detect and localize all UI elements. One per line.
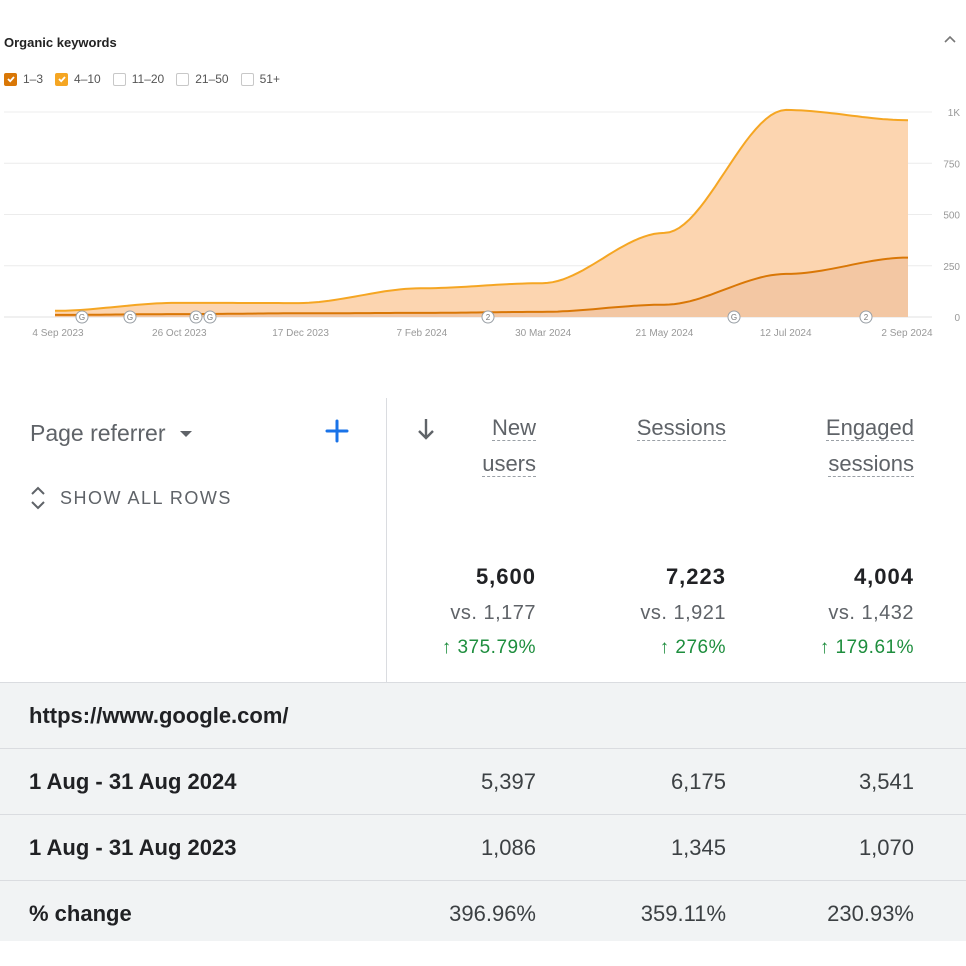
svg-text:2: 2 bbox=[486, 313, 491, 322]
annotation-marker[interactable]: G bbox=[75, 310, 89, 324]
column-header-engaged-sessions[interactable]: Engaged sessions bbox=[825, 415, 914, 477]
x-tick-label: 26 Oct 2023 bbox=[152, 328, 207, 339]
annotation-marker[interactable]: G bbox=[189, 310, 203, 324]
engaged-sessions-summary: 4,004 vs. 1,432 ↑ 179.61% bbox=[819, 564, 914, 658]
y-tick-label: 500 bbox=[943, 211, 960, 222]
add-dimension-button[interactable] bbox=[322, 416, 352, 446]
caret-down-icon bbox=[179, 430, 192, 437]
x-tick-label: 2 Sep 2024 bbox=[881, 328, 933, 339]
legend-checkbox[interactable] bbox=[112, 72, 126, 86]
x-tick-label: 21 May 2024 bbox=[636, 328, 694, 339]
plus-icon bbox=[325, 419, 349, 443]
legend-item-51-plus[interactable]: 51+ bbox=[240, 72, 280, 86]
sessions-summary: 7,223 vs. 1,921 ↑ 276% bbox=[640, 564, 726, 658]
table-row: 1 Aug - 31 Aug 2024 5,397 6,175 3,541 bbox=[0, 748, 966, 814]
area-series-1-3 bbox=[55, 257, 908, 317]
new-users-summary: 5,600 vs. 1,177 ↑ 375.79% bbox=[441, 564, 536, 658]
legend-checkbox[interactable] bbox=[176, 72, 190, 86]
legend-checkbox[interactable] bbox=[240, 72, 254, 86]
change-up-value: ↑ 179.61% bbox=[819, 637, 914, 658]
dimension-label: Page referrer bbox=[30, 420, 166, 446]
chart-title: Organic keywords bbox=[4, 35, 117, 50]
legend-item-1-3[interactable]: 1–3 bbox=[4, 72, 43, 86]
svg-text:G: G bbox=[79, 313, 85, 322]
y-tick-label: 0 bbox=[954, 313, 960, 324]
legend-label: 51+ bbox=[259, 72, 280, 86]
x-tick-label: 4 Sep 2023 bbox=[32, 328, 84, 339]
y-tick-label: 250 bbox=[943, 262, 960, 273]
show-all-rows-label: SHOW ALL ROWS bbox=[60, 487, 232, 508]
legend-label: 1–3 bbox=[23, 72, 44, 86]
table-row: % change 396.96% 359.11% 230.93% bbox=[0, 880, 966, 941]
column-header-sessions[interactable]: Sessions bbox=[636, 415, 726, 441]
svg-text:G: G bbox=[207, 313, 213, 322]
table-row: 1 Aug - 31 Aug 2023 1,086 1,345 1,070 bbox=[0, 814, 966, 880]
legend-label: 21–50 bbox=[195, 72, 229, 86]
legend-item-4-10[interactable]: 4–10 bbox=[55, 72, 101, 86]
annotation-marker[interactable]: G bbox=[203, 310, 217, 324]
chart-legend: 1–3 4–10 11–20 21–50 51+ bbox=[4, 72, 292, 86]
dimension-picker[interactable]: Page referrer bbox=[30, 420, 192, 447]
legend-item-11-20[interactable]: 11–20 bbox=[112, 72, 165, 86]
organic-keywords-panel: Organic keywords 1–3 4–10 11–20 21–50 51… bbox=[0, 0, 966, 350]
legend-label: 11–20 bbox=[131, 72, 165, 86]
svg-text:G: G bbox=[193, 313, 199, 322]
svg-text:G: G bbox=[731, 313, 737, 322]
legend-item-21-50[interactable]: 21–50 bbox=[176, 72, 229, 86]
annotation-marker[interactable]: 2 bbox=[859, 310, 873, 324]
annotation-marker[interactable]: G bbox=[123, 310, 137, 324]
table-row: https://www.google.com/ bbox=[0, 682, 966, 748]
sort-descending-icon[interactable] bbox=[415, 416, 437, 442]
y-tick-label: 1K bbox=[948, 108, 961, 119]
x-tick-label: 12 Jul 2024 bbox=[760, 328, 812, 339]
svg-text:G: G bbox=[127, 313, 133, 322]
column-header-new-users[interactable]: New users bbox=[482, 415, 536, 477]
legend-checkbox[interactable] bbox=[55, 72, 69, 86]
annotation-marker[interactable]: G bbox=[727, 310, 741, 324]
change-up-value: ↑ 375.79% bbox=[441, 637, 536, 658]
chevron-up-icon[interactable] bbox=[940, 30, 960, 50]
change-up-value: ↑ 276% bbox=[659, 637, 726, 658]
legend-label: 4–10 bbox=[74, 72, 101, 86]
show-all-rows-button[interactable]: SHOW ALL ROWS bbox=[28, 484, 232, 512]
expand-rows-icon bbox=[31, 486, 45, 510]
x-tick-label: 30 Mar 2024 bbox=[515, 328, 572, 339]
y-tick-label: 750 bbox=[943, 159, 960, 170]
column-divider bbox=[386, 398, 387, 940]
x-tick-label: 7 Feb 2024 bbox=[397, 328, 448, 339]
line-series-4-10 bbox=[55, 108, 909, 312]
x-tick-label: 17 Dec 2023 bbox=[272, 328, 329, 339]
annotation-marker[interactable]: 2 bbox=[481, 310, 495, 324]
legend-checkbox[interactable] bbox=[4, 72, 17, 86]
area-series-4-10 bbox=[55, 109, 908, 318]
svg-text:2: 2 bbox=[864, 313, 869, 322]
